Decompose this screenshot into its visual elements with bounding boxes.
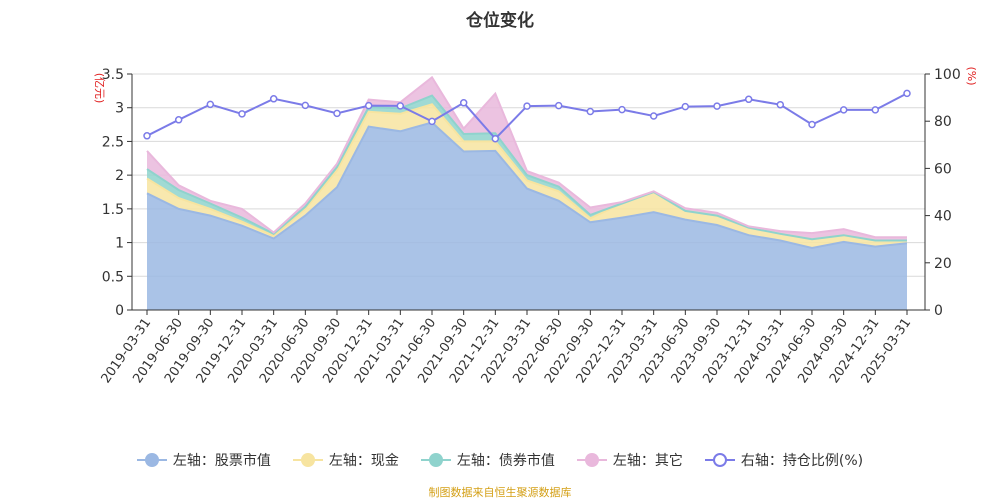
- ratio-point: [428, 117, 436, 126]
- ratio-point: [143, 132, 151, 140]
- ratio-point: [238, 110, 246, 118]
- right-axis-tick-label: 40: [934, 209, 952, 225]
- ratio-point: [681, 102, 690, 111]
- ratio-point: [396, 102, 405, 110]
- ratio-point: [333, 109, 341, 118]
- ratio-point: [459, 99, 468, 107]
- left-axis-unit-label: (亿元): [93, 73, 106, 104]
- legend-item-bond[interactable]: 左轴：债券市值: [420, 450, 555, 470]
- right-axis-tick-label: 80: [934, 114, 952, 130]
- ratio-point: [776, 100, 785, 109]
- ratio-point: [903, 89, 911, 98]
- left-axis-tick-label: 2.5: [102, 134, 124, 150]
- legend-item-other[interactable]: 左轴：其它: [576, 450, 683, 470]
- legend-bond-icon: [420, 453, 451, 467]
- legend-item-cash[interactable]: 左轴：现金: [292, 450, 399, 470]
- ratio-point: [586, 107, 595, 116]
- ratio-point: [301, 101, 310, 110]
- left-axis-tick-label: 0: [115, 303, 124, 319]
- legend: 左轴：股票市值 左轴：现金 左轴：债券市值 左轴：其它 右轴：持仓比例(%): [0, 450, 1000, 470]
- legend-ratio-dot: [712, 453, 727, 467]
- ratio-point: [871, 106, 880, 114]
- legend-bond-label: 左轴：债券市值: [456, 453, 555, 469]
- ratio-line: [146, 92, 908, 141]
- right-axis-unit-label: (%): [965, 66, 978, 85]
- axes: [127, 73, 930, 315]
- left-axis-tick-label: 3: [115, 101, 124, 117]
- ratio-point: [713, 102, 721, 110]
- legend-cash-icon: [292, 453, 323, 467]
- left-axis-tick-label: 0.5: [102, 269, 124, 285]
- legend-cash-label: 左轴：现金: [328, 453, 399, 469]
- ratio-point: [206, 100, 215, 109]
- ratio-point: [649, 112, 658, 120]
- left-axis-tick-label: 2: [115, 168, 124, 184]
- area-series-0: [147, 122, 907, 310]
- ratio-point: [744, 95, 753, 104]
- legend-other-dot: [584, 453, 599, 467]
- right-axis-tick-label: 60: [934, 161, 952, 177]
- right-axis-tick-label: 0: [934, 303, 943, 319]
- area-outline-2: [146, 94, 907, 242]
- legend-item-stock[interactable]: 左轴：股票市值: [136, 450, 271, 470]
- legend-stock-icon: [136, 453, 167, 467]
- ratio-point: [491, 134, 500, 143]
- stacked-areas: [146, 75, 908, 310]
- left-axis-tick-label: 1.5: [102, 202, 124, 218]
- left-axis-tick-label: 3.5: [102, 67, 124, 83]
- ratio-point: [554, 101, 563, 110]
- ratio-point: [269, 95, 278, 103]
- legend-stock-label: 左轴：股票市值: [172, 453, 271, 469]
- ratio-point: [618, 105, 626, 114]
- legend-other-label: 左轴：其它: [612, 453, 683, 469]
- chart-title: 仓位变化: [466, 11, 534, 31]
- right-axis-tick-label: 100: [934, 67, 961, 83]
- area-outline-0: [146, 121, 908, 250]
- ratio-point: [808, 120, 816, 129]
- source-note: 制图数据来自恒生聚源数据库: [428, 486, 572, 499]
- left-axis-tick-label: 1: [115, 236, 124, 252]
- legend-item-ratio[interactable]: 右轴：持仓比例(%): [704, 450, 864, 470]
- ratio-line-layer: [143, 89, 911, 143]
- legend-ratio-icon: [704, 453, 735, 467]
- ratio-point: [174, 116, 183, 124]
- legend-ratio-label: 右轴：持仓比例(%): [740, 453, 864, 469]
- legend-other-icon: [576, 453, 607, 467]
- ratio-point: [364, 101, 373, 110]
- right-axis-tick-label: 20: [934, 256, 952, 272]
- area-outline-3: [146, 75, 907, 239]
- legend-bond-dot: [428, 453, 443, 467]
- legend-cash-dot: [300, 453, 315, 467]
- legend-stock-dot: [144, 453, 159, 467]
- ratio-point: [523, 102, 531, 110]
- ratio-point: [839, 106, 848, 114]
